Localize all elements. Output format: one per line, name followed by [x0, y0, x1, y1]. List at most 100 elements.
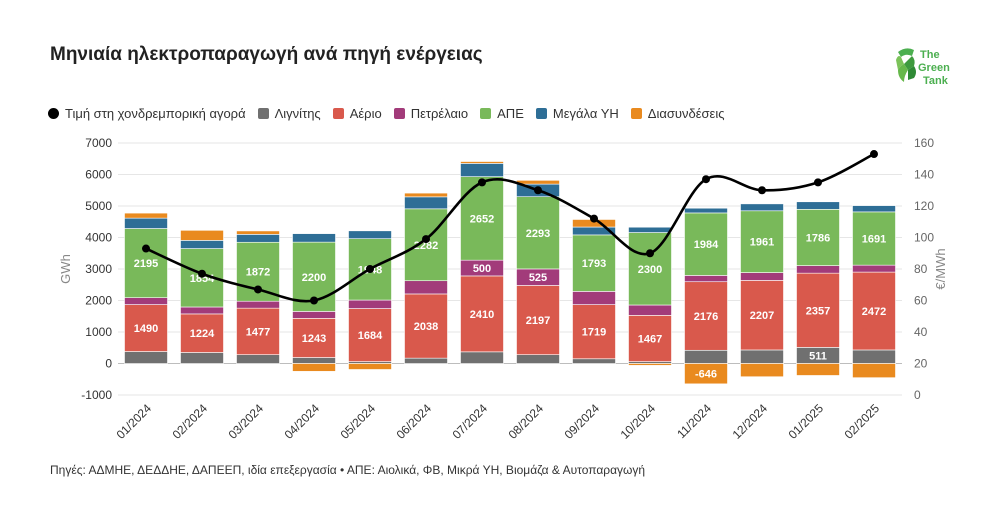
x-tick-label: 12/2024	[730, 401, 771, 442]
source-note: Πηγές: ΑΔΜΗΕ, ΔΕΔΔΗΕ, ΔΑΠΕΕΠ, ιδία επεξε…	[50, 463, 646, 477]
bar-segment	[740, 210, 784, 273]
bar-segment	[572, 291, 616, 305]
legend-item-lignite[interactable]: Λιγνίτης	[257, 106, 321, 121]
bar-segment	[572, 358, 616, 364]
bar-segment	[404, 196, 448, 210]
bar-segment	[460, 161, 504, 164]
bar-segment	[292, 311, 336, 319]
bar-segment	[740, 272, 784, 281]
bar-segment	[796, 201, 840, 210]
x-tick-label: 06/2024	[394, 401, 435, 442]
bar-segment	[572, 304, 616, 360]
data-label: 1684	[358, 330, 383, 342]
bar-segment	[852, 264, 896, 273]
legend-item-oil[interactable]: Πετρέλαιο	[393, 106, 468, 121]
y-tick-label: 2000	[85, 294, 112, 308]
data-label: 1467	[638, 334, 662, 346]
bar-segment	[796, 265, 840, 274]
data-label: 500	[473, 263, 491, 275]
bar-segment	[180, 240, 224, 249]
bar-segment	[796, 363, 840, 376]
legend-label: Διασυνδέσεις	[647, 106, 725, 121]
chart-legend: Τιμή στη χονδρεμπορική αγορά Λιγνίτης Αέ…	[48, 106, 725, 121]
y-tick-label: 3000	[85, 262, 112, 276]
bar-segment	[348, 230, 392, 239]
price-point	[814, 178, 822, 187]
x-tick-label: 01/2024	[114, 401, 155, 442]
bar-segment	[180, 230, 224, 241]
y2-tick-label: 20	[914, 357, 928, 371]
bar-segment	[236, 307, 280, 355]
y-axis-title: GWh	[58, 254, 73, 284]
data-label: 1243	[302, 333, 326, 345]
data-label: 2652	[470, 213, 494, 225]
y2-tick-label: 120	[914, 199, 934, 213]
bar-segment	[516, 354, 560, 364]
price-point	[254, 285, 262, 294]
x-tick-label: 09/2024	[562, 401, 603, 442]
legend-label: Τιμή στη χονδρεμπορική αγορά	[65, 106, 246, 121]
legend-item-res[interactable]: ΑΠΕ	[480, 106, 524, 121]
data-label: 2197	[526, 315, 550, 327]
bar-segment	[572, 234, 616, 292]
x-tick-label: 03/2024	[226, 401, 267, 442]
legend-swatch	[332, 108, 344, 119]
bar-segment	[460, 176, 504, 261]
data-label: 511	[809, 350, 827, 362]
legend-swatch	[480, 108, 492, 119]
bar-segment	[684, 281, 728, 351]
data-label: 1793	[582, 258, 606, 270]
legend-label: Αέριο	[349, 106, 382, 121]
bar-segment	[404, 192, 448, 198]
bar-segment	[404, 357, 448, 364]
y2-tick-label: 60	[914, 294, 928, 308]
price-point	[758, 186, 766, 195]
bar-segment	[124, 297, 168, 305]
bar-segment	[740, 349, 784, 364]
data-label: 2300	[638, 264, 662, 276]
bar-segment	[180, 313, 224, 353]
bar-segment	[236, 354, 280, 364]
data-label: 2357	[806, 305, 830, 317]
bar-segment	[740, 363, 784, 378]
bar-segment	[852, 363, 896, 378]
price-point	[478, 178, 486, 187]
bar-segment	[796, 272, 840, 348]
bar-segment	[404, 293, 448, 359]
y2-tick-label: 140	[914, 168, 934, 182]
data-label: 2293	[526, 228, 550, 240]
y2-tick-label: 160	[914, 136, 934, 150]
data-label: 2472	[862, 306, 886, 318]
price-point	[198, 269, 206, 278]
bar-segment	[516, 180, 560, 185]
legend-swatch	[48, 108, 59, 119]
price-point	[702, 175, 710, 184]
price-point	[310, 296, 318, 305]
bar-segment	[852, 349, 896, 364]
price-point	[646, 249, 654, 258]
bar-segment	[628, 315, 672, 362]
bar-segment	[628, 226, 672, 233]
the-green-tank-logo: The Green Tank	[896, 48, 950, 87]
bar-segment	[292, 318, 336, 358]
price-point	[590, 214, 598, 223]
legend-item-price[interactable]: Τιμή στη χονδρεμπορική αγορά	[48, 106, 246, 121]
y-tick-label: 7000	[85, 136, 112, 150]
bar-segment	[348, 308, 392, 362]
bar-segment	[684, 207, 728, 214]
x-tick-label: 10/2024	[618, 401, 659, 442]
data-label: 1719	[582, 327, 606, 339]
bar-segment	[628, 363, 672, 366]
legend-item-interconnections[interactable]: Διασυνδέσεις	[630, 106, 725, 121]
bar-segment	[852, 205, 896, 213]
legend-item-gas[interactable]: Αέριο	[332, 106, 382, 121]
bar-segment	[460, 163, 504, 177]
data-label: 1224	[190, 328, 215, 340]
bar-segment	[628, 232, 672, 306]
bar-segment	[852, 271, 896, 351]
y2-tick-label: 40	[914, 325, 928, 339]
price-line	[145, 152, 875, 303]
legend-item-large-hydro[interactable]: Μεγάλα ΥΗ	[535, 106, 619, 121]
bar-segment	[292, 233, 336, 243]
legend-label: ΑΠΕ	[497, 106, 524, 121]
